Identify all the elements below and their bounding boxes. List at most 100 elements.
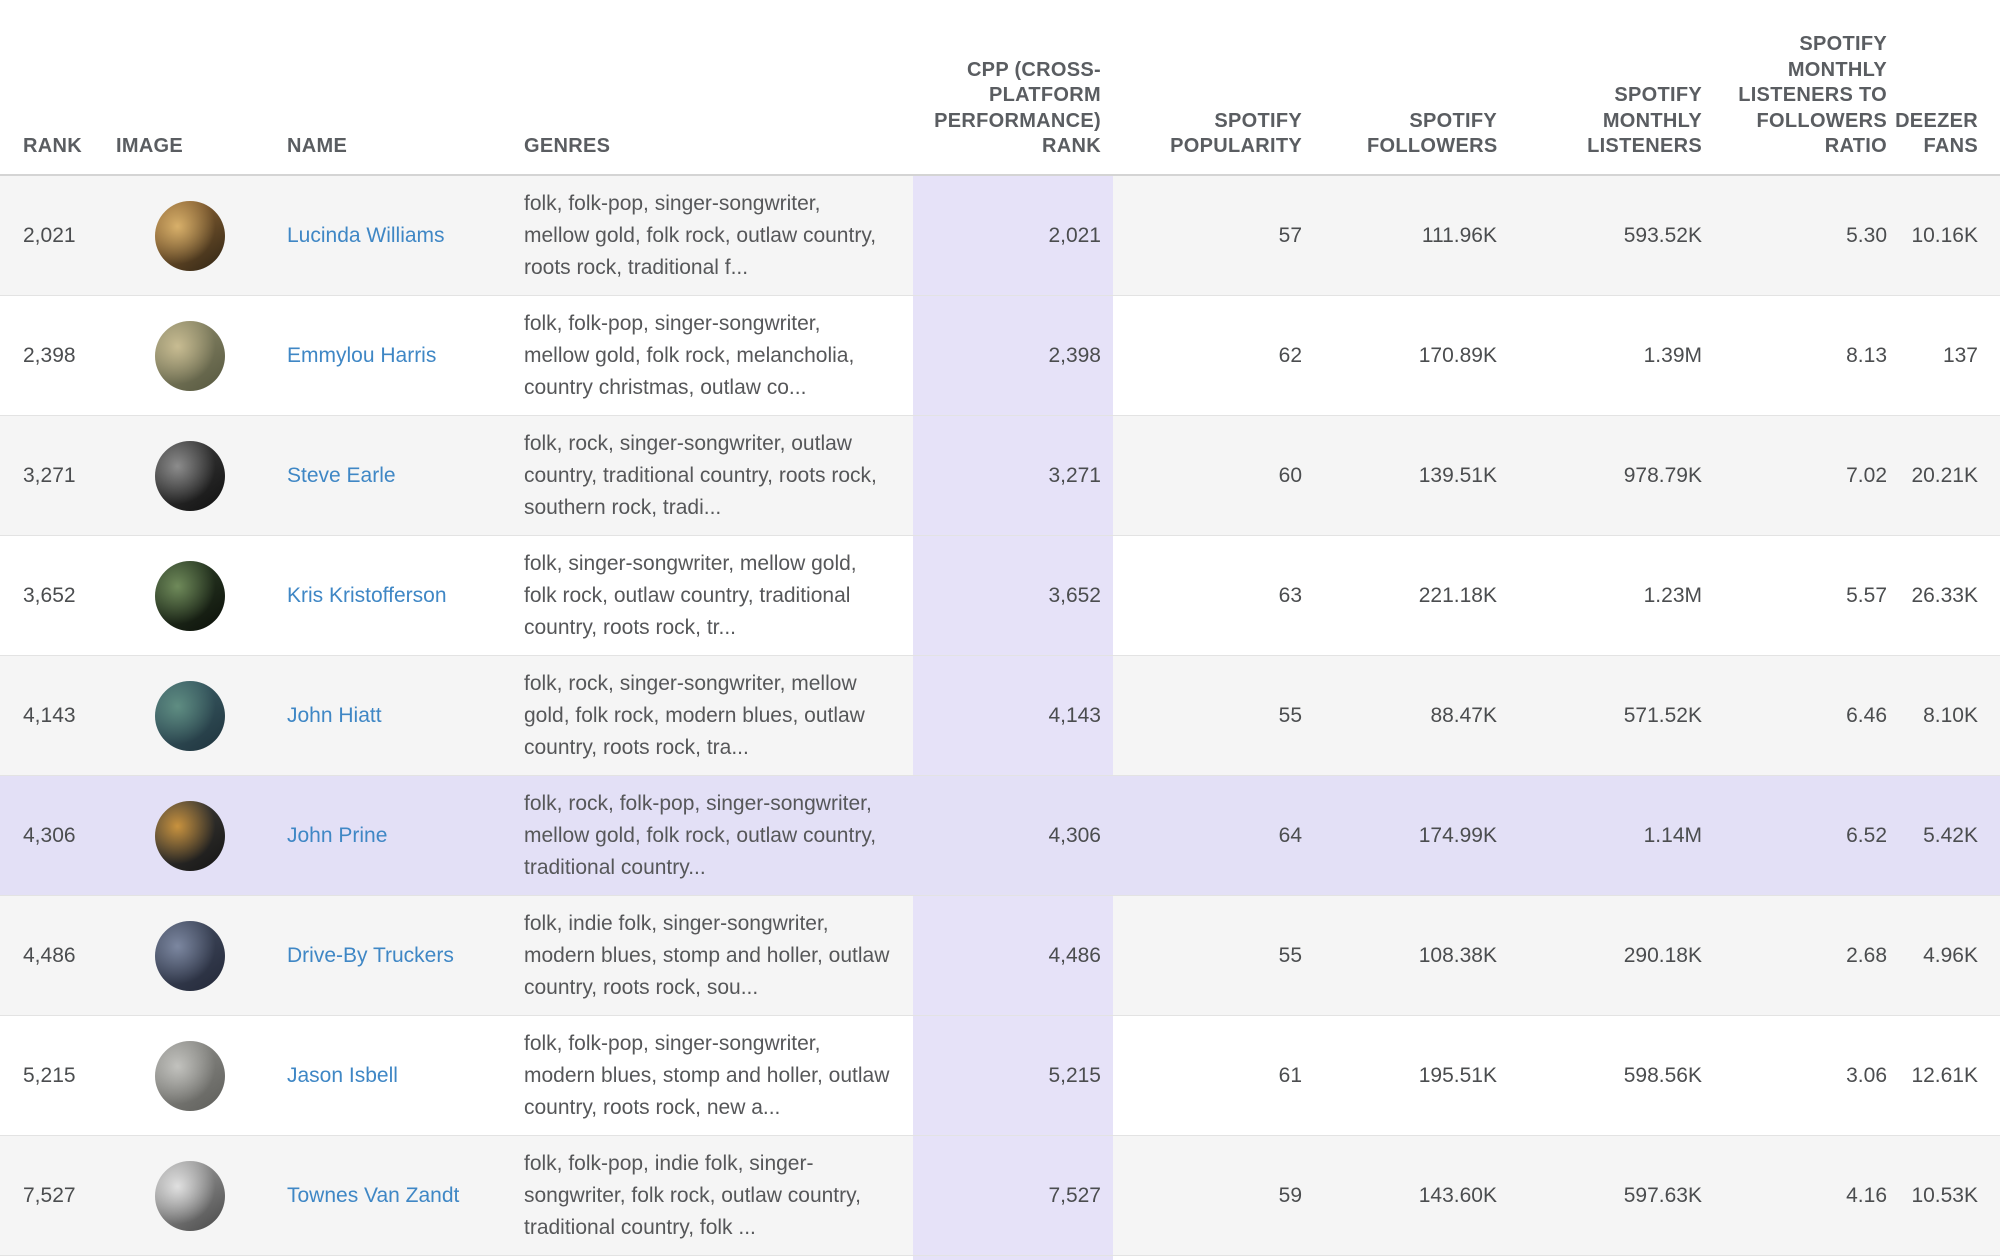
genres-text: folk, folk-pop, singer-songwriter, moder… (524, 1031, 890, 1119)
spotify-followers-cell: 88.47K (1310, 656, 1505, 775)
image-cell (110, 296, 270, 415)
spotify-monthly-listeners-value: 593.52K (1623, 223, 1702, 247)
rank-value: 4,306 (23, 823, 76, 847)
rank-cell: 4,143 (0, 656, 110, 775)
spotify-followers-value: 88.47K (1430, 703, 1497, 727)
rank-value: 7,527 (23, 1183, 76, 1207)
deezer-fans-cell: 137 (1895, 296, 2000, 415)
image-cell (110, 896, 270, 1015)
rank-value: 2,021 (23, 223, 76, 247)
spotify-popularity-value: 59 (1278, 1183, 1302, 1207)
artist-name-link[interactable]: John Prine (287, 823, 388, 847)
john-prine-photo[interactable] (155, 800, 225, 871)
artist-name-link[interactable]: Kris Kristofferson (287, 583, 447, 607)
artist-name-link[interactable]: Emmylou Harris (287, 343, 437, 367)
spotify-monthly-listeners-value: 290.18K (1623, 943, 1702, 967)
spotify-popularity-value: 55 (1278, 943, 1302, 967)
listeners-to-followers-ratio-value: 6.52 (1846, 823, 1887, 847)
column-header-genres[interactable]: GENRES (520, 134, 913, 174)
drive-by-truckers-photo[interactable] (155, 920, 225, 991)
john-hiatt-photo[interactable] (155, 680, 225, 751)
rank-value: 4,486 (23, 943, 76, 967)
cpp-rank-cell: 4,306 (913, 776, 1113, 895)
artist-name-link[interactable]: Townes Van Zandt (287, 1183, 460, 1207)
genres-cell: folk, folk-pop, singer-songwriter, mello… (520, 296, 913, 415)
next-row-partial (0, 1256, 2000, 1260)
spotify-popularity-value: 57 (1278, 223, 1302, 247)
spotify-popularity-cell: 64 (1113, 776, 1310, 895)
deezer-fans-value: 5.42K (1923, 823, 1978, 847)
spotify-popularity-cell: 60 (1113, 416, 1310, 535)
listeners-to-followers-ratio-value: 7.02 (1846, 463, 1887, 487)
genres-cell: folk, indie folk, singer-songwriter, mod… (520, 896, 913, 1015)
table-row: 5,215 Jason Isbell folk, folk-pop, singe… (0, 1016, 2000, 1136)
spotify-monthly-listeners-value: 1.39M (1643, 343, 1702, 367)
artist-name-link[interactable]: Drive-By Truckers (287, 943, 454, 967)
cpp-rank-cell: 7,527 (913, 1136, 1113, 1255)
spotify-followers-cell: 174.99K (1310, 776, 1505, 895)
cpp-rank-cell: 3,652 (913, 536, 1113, 655)
artist-name-link[interactable]: Jason Isbell (287, 1063, 398, 1087)
column-header-image[interactable]: IMAGE (110, 134, 270, 174)
deezer-fans-cell: 10.53K (1895, 1136, 2000, 1255)
column-header-listeners_to_followers_ratio[interactable]: SPOTIFY MONTHLY LISTENERS TO FOLLOWERS R… (1710, 32, 1895, 174)
genres-text: folk, rock, singer-songwriter, outlaw co… (524, 431, 877, 519)
cpp-rank-value: 3,652 (1048, 583, 1101, 607)
listeners-to-followers-ratio-cell: 5.30 (1710, 176, 1895, 295)
artist-name-link[interactable]: John Hiatt (287, 703, 382, 727)
townes-van-zandt-photo[interactable] (155, 1160, 225, 1231)
spotify-popularity-cell: 59 (1113, 1136, 1310, 1255)
lucinda-williams-photo[interactable] (155, 200, 225, 271)
column-header-spotify_monthly_listeners[interactable]: SPOTIFY MONTHLY LISTENERS (1505, 83, 1710, 174)
deezer-fans-value: 4.96K (1923, 943, 1978, 967)
cpp-rank-value: 4,486 (1048, 943, 1101, 967)
listeners-to-followers-ratio-value: 8.13 (1846, 343, 1887, 367)
deezer-fans-value: 10.53K (1911, 1183, 1978, 1207)
spotify-popularity-value: 64 (1278, 823, 1302, 847)
rank-cell: 7,527 (0, 1136, 110, 1255)
rank-cell: 3,271 (0, 416, 110, 535)
deezer-fans-value: 137 (1942, 343, 1978, 367)
cpp-rank-value: 4,143 (1048, 703, 1101, 727)
column-header-label: SPOTIFY MONTHLY LISTENERS (1587, 84, 1702, 158)
spotify-monthly-listeners-cell: 290.18K (1505, 896, 1710, 1015)
column-header-label: DEEZER FANS (1895, 109, 1978, 158)
rank-value: 5,215 (23, 1063, 76, 1087)
deezer-fans-cell: 20.21K (1895, 416, 2000, 535)
emmylou-harris-photo[interactable] (155, 320, 225, 391)
spotify-followers-cell: 195.51K (1310, 1016, 1505, 1135)
genres-text: folk, rock, folk-pop, singer-songwriter,… (524, 791, 877, 879)
rank-cell: 4,486 (0, 896, 110, 1015)
listeners-to-followers-ratio-cell: 6.52 (1710, 776, 1895, 895)
column-header-spotify_popularity[interactable]: SPOTIFY POPULARITY (1113, 109, 1310, 174)
column-header-spotify_followers[interactable]: SPOTIFY FOLLOWERS (1310, 109, 1505, 174)
spotify-monthly-listeners-cell: 978.79K (1505, 416, 1710, 535)
spotify-followers-value: 143.60K (1418, 1183, 1497, 1207)
genres-cell: folk, folk-pop, singer-songwriter, mello… (520, 176, 913, 295)
kris-kristofferson-photo[interactable] (155, 560, 225, 631)
deezer-fans-cell: 4.96K (1895, 896, 2000, 1015)
deezer-fans-value: 8.10K (1923, 703, 1978, 727)
spotify-monthly-listeners-value: 1.14M (1643, 823, 1702, 847)
genres-cell: folk, rock, folk-pop, singer-songwriter,… (520, 776, 913, 895)
spotify-monthly-listeners-cell: 593.52K (1505, 176, 1710, 295)
genres-text: folk, folk-pop, indie folk, singer-songw… (524, 1151, 861, 1239)
column-header-label: GENRES (524, 135, 611, 158)
steve-earle-photo[interactable] (155, 440, 225, 511)
rank-value: 3,652 (23, 583, 76, 607)
column-header-label: SPOTIFY POPULARITY (1170, 109, 1302, 158)
column-header-label: CPP (CROSS-PLATFORM PERFORMANCE) RANK (934, 58, 1101, 158)
spotify-monthly-listeners-cell: 571.52K (1505, 656, 1710, 775)
column-header-cpp_rank[interactable]: CPP (CROSS-PLATFORM PERFORMANCE) RANK (913, 58, 1113, 174)
column-header-name[interactable]: NAME (270, 134, 520, 174)
rank-value: 4,143 (23, 703, 76, 727)
cpp-rank-cell: 3,271 (913, 416, 1113, 535)
artist-name-link[interactable]: Steve Earle (287, 463, 396, 487)
artist-name-link[interactable]: Lucinda Williams (287, 223, 445, 247)
column-header-rank[interactable]: RANK (0, 134, 110, 174)
table-row: 7,527 Townes Van Zandt folk, folk-pop, i… (0, 1136, 2000, 1256)
jason-isbell-photo[interactable] (155, 1040, 225, 1111)
column-header-deezer_fans[interactable]: DEEZER FANS (1895, 109, 2000, 174)
genres-cell: folk, rock, singer-songwriter, mellow go… (520, 656, 913, 775)
